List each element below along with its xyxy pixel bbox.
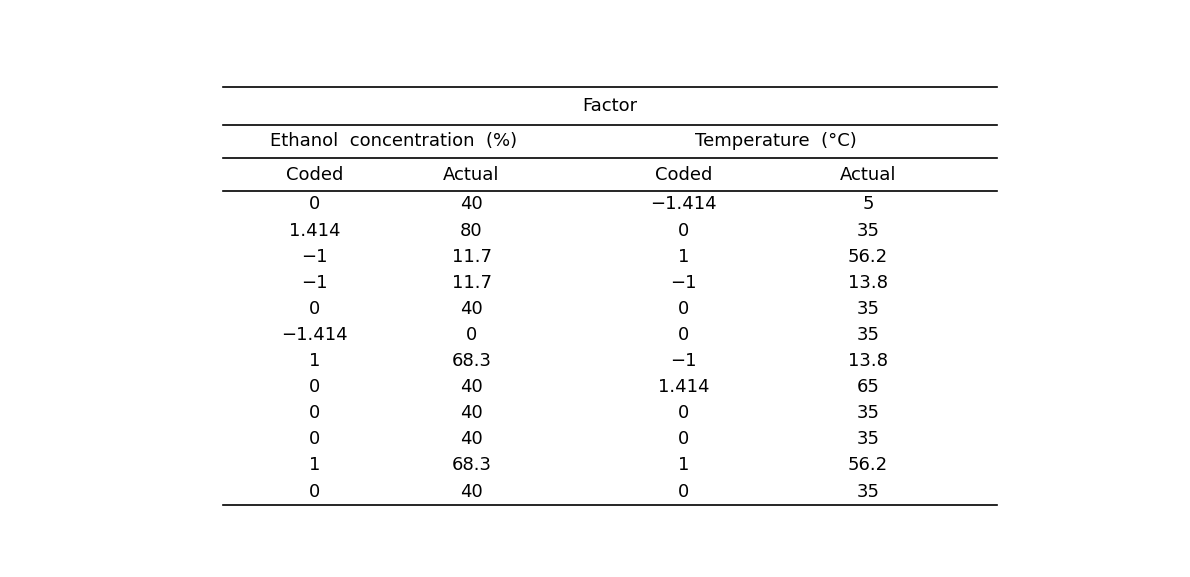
Text: 13.8: 13.8	[848, 273, 888, 292]
Text: 1: 1	[309, 352, 320, 370]
Text: 35: 35	[857, 482, 879, 501]
Text: 0: 0	[309, 300, 320, 318]
Text: −1.414: −1.414	[651, 196, 716, 213]
Text: Actual: Actual	[840, 166, 896, 183]
Text: 40: 40	[461, 196, 483, 213]
Text: 0: 0	[309, 430, 320, 448]
Text: 0: 0	[466, 326, 477, 344]
Text: 0: 0	[678, 326, 689, 344]
Text: 0: 0	[309, 404, 320, 422]
Text: 80: 80	[461, 222, 483, 239]
Text: 0: 0	[678, 300, 689, 318]
Text: −1: −1	[670, 273, 697, 292]
Text: 40: 40	[461, 378, 483, 396]
Text: 65: 65	[857, 378, 879, 396]
Text: 0: 0	[309, 196, 320, 213]
Text: 68.3: 68.3	[451, 352, 491, 370]
Text: 40: 40	[461, 404, 483, 422]
Text: 1.414: 1.414	[658, 378, 709, 396]
Text: 35: 35	[857, 222, 879, 239]
Text: −1: −1	[670, 352, 697, 370]
Text: 56.2: 56.2	[848, 456, 888, 474]
Text: 5: 5	[863, 196, 873, 213]
Text: 68.3: 68.3	[451, 456, 491, 474]
Text: 35: 35	[857, 430, 879, 448]
Text: 35: 35	[857, 404, 879, 422]
Text: 1.414: 1.414	[289, 222, 340, 239]
Text: 0: 0	[309, 482, 320, 501]
Text: 0: 0	[309, 378, 320, 396]
Text: 1: 1	[309, 456, 320, 474]
Text: 0: 0	[678, 404, 689, 422]
Text: 11.7: 11.7	[451, 273, 491, 292]
Text: Factor: Factor	[582, 97, 638, 115]
Text: Coded: Coded	[286, 166, 344, 183]
Text: 1: 1	[678, 456, 689, 474]
Text: 0: 0	[678, 430, 689, 448]
Text: 0: 0	[678, 222, 689, 239]
Text: 35: 35	[857, 300, 879, 318]
Text: Temperature  (°C): Temperature (°C)	[695, 133, 857, 151]
Text: 56.2: 56.2	[848, 248, 888, 265]
Text: 40: 40	[461, 482, 483, 501]
Text: −1.414: −1.414	[282, 326, 347, 344]
Text: −1: −1	[301, 273, 328, 292]
Text: 13.8: 13.8	[848, 352, 888, 370]
Text: −1: −1	[301, 248, 328, 265]
Text: Ethanol  concentration  (%): Ethanol concentration (%)	[270, 133, 516, 151]
Text: 40: 40	[461, 430, 483, 448]
Text: 0: 0	[678, 482, 689, 501]
Text: 40: 40	[461, 300, 483, 318]
Text: 35: 35	[857, 326, 879, 344]
Text: 11.7: 11.7	[451, 248, 491, 265]
Text: Coded: Coded	[654, 166, 713, 183]
Text: 1: 1	[678, 248, 689, 265]
Text: Actual: Actual	[444, 166, 500, 183]
